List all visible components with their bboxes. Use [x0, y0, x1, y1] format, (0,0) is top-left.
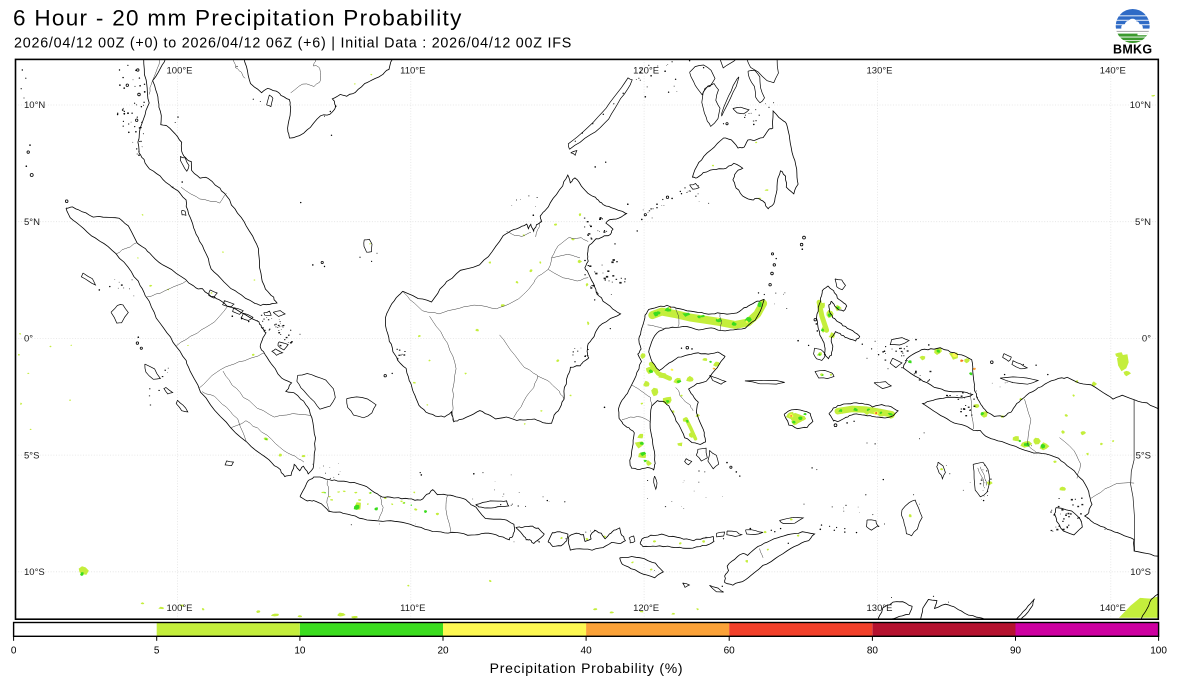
svg-text:140°E: 140°E: [1100, 66, 1126, 77]
svg-text:5: 5: [154, 646, 160, 657]
svg-text:100°E: 100°E: [167, 66, 193, 77]
svg-text:60: 60: [724, 646, 736, 657]
svg-text:20: 20: [437, 646, 449, 657]
svg-text:5°N: 5°N: [1135, 217, 1151, 228]
svg-text:6 Hour - 20 mm Precipitation P: 6 Hour - 20 mm Precipitation Probability: [13, 6, 463, 31]
svg-text:120°E: 120°E: [633, 66, 659, 77]
svg-text:0°: 0°: [1142, 334, 1151, 345]
svg-text:10°S: 10°S: [1130, 567, 1151, 578]
svg-text:0: 0: [11, 646, 17, 657]
svg-text:10: 10: [294, 646, 306, 657]
svg-text:BMKG: BMKG: [1113, 43, 1152, 57]
svg-text:5°N: 5°N: [24, 217, 40, 228]
svg-text:120°E: 120°E: [633, 603, 659, 614]
svg-text:110°E: 110°E: [400, 66, 425, 77]
svg-text:80: 80: [867, 646, 879, 657]
svg-text:110°E: 110°E: [400, 603, 425, 614]
svg-text:5°S: 5°S: [24, 450, 39, 461]
svg-text:100°E: 100°E: [167, 603, 193, 614]
svg-text:2026/04/12 00Z (+0) to 2026/04: 2026/04/12 00Z (+0) to 2026/04/12 06Z (+…: [14, 36, 572, 52]
svg-text:Precipitation Probability (%): Precipitation Probability (%): [490, 660, 684, 676]
svg-text:10°S: 10°S: [24, 567, 45, 578]
svg-text:140°E: 140°E: [1100, 603, 1126, 614]
svg-text:90: 90: [1010, 646, 1022, 657]
svg-text:5°S: 5°S: [1136, 450, 1151, 461]
svg-text:100: 100: [1150, 646, 1167, 657]
svg-text:130°E: 130°E: [867, 603, 893, 614]
svg-text:10°N: 10°N: [24, 100, 45, 111]
svg-text:40: 40: [581, 646, 593, 657]
svg-text:0°: 0°: [24, 334, 33, 345]
svg-text:10°N: 10°N: [1130, 100, 1151, 111]
svg-text:130°E: 130°E: [867, 66, 893, 77]
